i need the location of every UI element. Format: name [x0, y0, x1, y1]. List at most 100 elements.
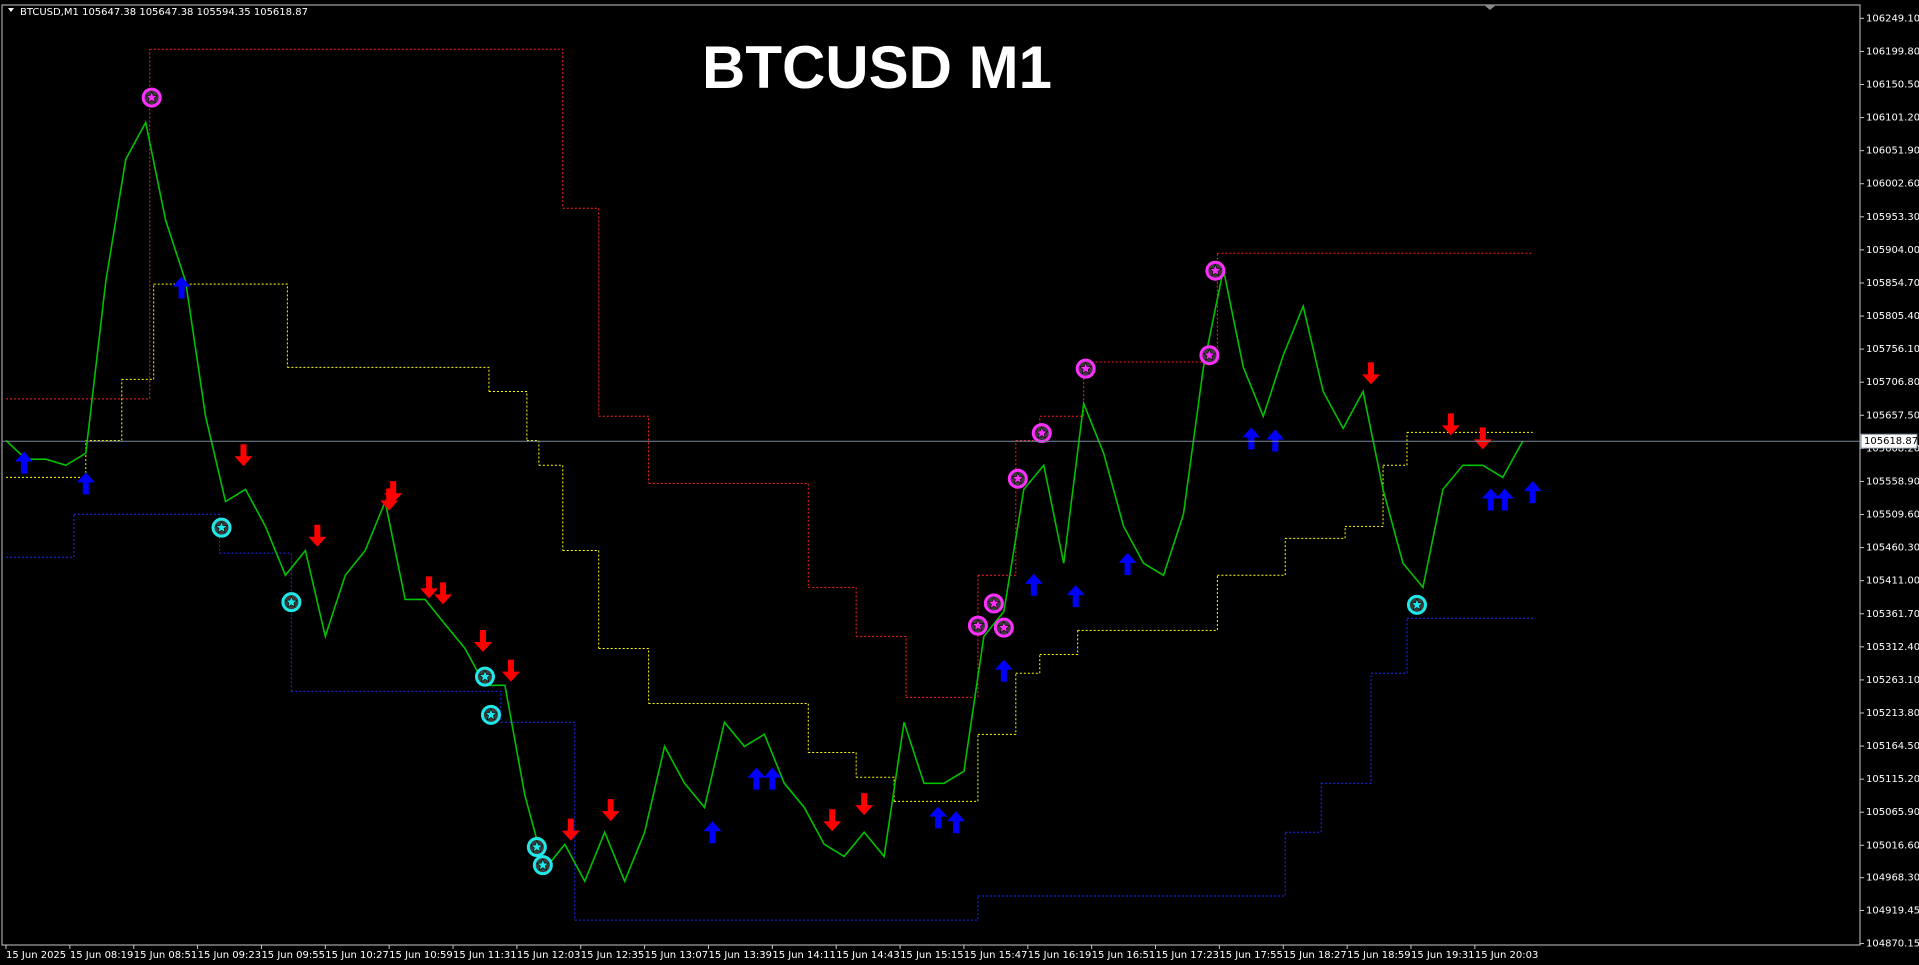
star-signal [480, 704, 501, 725]
channel-step [977, 440, 1017, 576]
buy-arrow [703, 821, 722, 844]
x-tick-label: 15 Jun 08:19 [70, 950, 134, 961]
last-price-label: 105618.87 [1864, 436, 1918, 447]
star-shape [971, 618, 985, 632]
channel-step [1371, 618, 1408, 674]
star-shape [284, 595, 298, 608]
channel-step [808, 751, 857, 778]
y-tick-label: 105312.40 [1866, 642, 1919, 653]
y-tick-label: 105558.90 [1866, 476, 1919, 487]
channel-step [856, 635, 907, 698]
channel-step [1077, 575, 1218, 631]
x-tick-label: 15 Jun 16:51 [1092, 950, 1156, 961]
star-signal [532, 855, 553, 876]
channel-step [856, 776, 895, 802]
y-tick-label: 106101.20 [1866, 113, 1919, 124]
buy-arrow [1495, 488, 1514, 511]
sell-arrow [823, 809, 842, 832]
buy-arrow [1523, 481, 1542, 504]
x-tick-label: 15 Jun 15:47 [964, 950, 1028, 961]
y-tick-label: 104919.45 [1866, 905, 1919, 916]
x-tick-label: 15 Jun 14:43 [836, 950, 900, 961]
x-tick-label: 15 Jun 17:55 [1219, 950, 1283, 961]
buy-arrow [76, 472, 95, 495]
sell-arrow [473, 630, 492, 653]
channel-step [648, 702, 809, 753]
sell-arrow [420, 576, 439, 599]
menu-triangle [8, 8, 14, 12]
x-tick-label: 15 Jun 09:23 [198, 950, 262, 961]
last-price-box [1860, 433, 1918, 449]
buy-arrow [994, 659, 1013, 682]
star-signal [967, 615, 988, 636]
y-tick-label: 106150.50 [1866, 80, 1919, 91]
star-shape [1202, 348, 1216, 361]
price-line [5, 120, 1524, 884]
channel-step [526, 439, 540, 466]
star-shape [1079, 361, 1093, 375]
star-shape [536, 858, 550, 871]
x-tick-label: 15 Jun 18:59 [1347, 950, 1411, 961]
star-shape [1011, 471, 1025, 485]
buy-arrow [1242, 427, 1261, 450]
y-tick-label: 106051.90 [1866, 146, 1919, 157]
star-shape [1035, 426, 1049, 439]
sell-arrow [380, 488, 399, 511]
x-tick-label: 15 Jun 13:39 [708, 950, 772, 961]
channel-step [1345, 465, 1384, 527]
y-tick-label: 106199.80 [1866, 46, 1919, 57]
buy-arrow [763, 767, 782, 790]
buy-arrow [172, 276, 191, 299]
y-tick-label: 105805.40 [1866, 311, 1919, 322]
x-tick-label: 15 Jun 19:31 [1411, 950, 1475, 961]
y-tick-label: 105854.70 [1866, 278, 1919, 289]
sell-arrow [434, 582, 453, 605]
shift-marker [1484, 5, 1496, 10]
y-tick-label: 106002.60 [1866, 179, 1919, 190]
star-shape [987, 596, 1001, 610]
x-tick-label: 15 Jun 10:59 [389, 950, 453, 961]
sell-arrow [501, 659, 520, 682]
sell-arrow [384, 481, 403, 504]
star-shape [215, 520, 229, 534]
buy-arrow [1118, 552, 1137, 575]
y-tick-label: 105706.80 [1866, 377, 1919, 388]
star-shape [1410, 598, 1424, 611]
y-tick-label: 105065.90 [1866, 807, 1919, 818]
channel-step [598, 415, 650, 484]
buy-arrow [928, 806, 947, 829]
y-tick-label: 105411.00 [1866, 576, 1919, 587]
x-tick-label: 15 Jun 12:03 [517, 950, 581, 961]
star-signal [1199, 345, 1220, 366]
plot-frame [1, 4, 1861, 946]
channel-step [6, 514, 75, 558]
channel-step [808, 586, 857, 637]
channel-step [149, 48, 564, 209]
star-signal [1406, 594, 1427, 615]
star-signal [141, 87, 162, 108]
star-shape [1208, 263, 1222, 277]
chart-title: BTCUSD M1 [702, 34, 1052, 101]
buy-arrow [747, 767, 766, 790]
channel-step [153, 283, 288, 368]
channel-step [1217, 538, 1286, 576]
star-signal [474, 666, 495, 687]
y-tick-label: 104968.30 [1866, 873, 1919, 884]
channel-step [1039, 630, 1079, 655]
channel-step [538, 464, 564, 551]
y-tick-label: 105657.50 [1866, 410, 1919, 421]
sell-arrow [234, 444, 253, 467]
star-shape [997, 620, 1011, 634]
star-shape [478, 669, 492, 683]
buy-arrow [1481, 488, 1500, 511]
buy-arrow [946, 811, 965, 834]
channel-step [500, 721, 576, 921]
y-tick-label: 105460.30 [1866, 543, 1919, 554]
star-signal [211, 517, 232, 538]
symbol-header: BTCUSD,M1 105647.38 105647.38 105594.35 … [20, 7, 308, 18]
buy-arrow [14, 451, 33, 474]
y-tick-label: 105509.60 [1866, 510, 1919, 521]
channel-step [648, 482, 809, 588]
buy-arrow [1066, 585, 1085, 608]
